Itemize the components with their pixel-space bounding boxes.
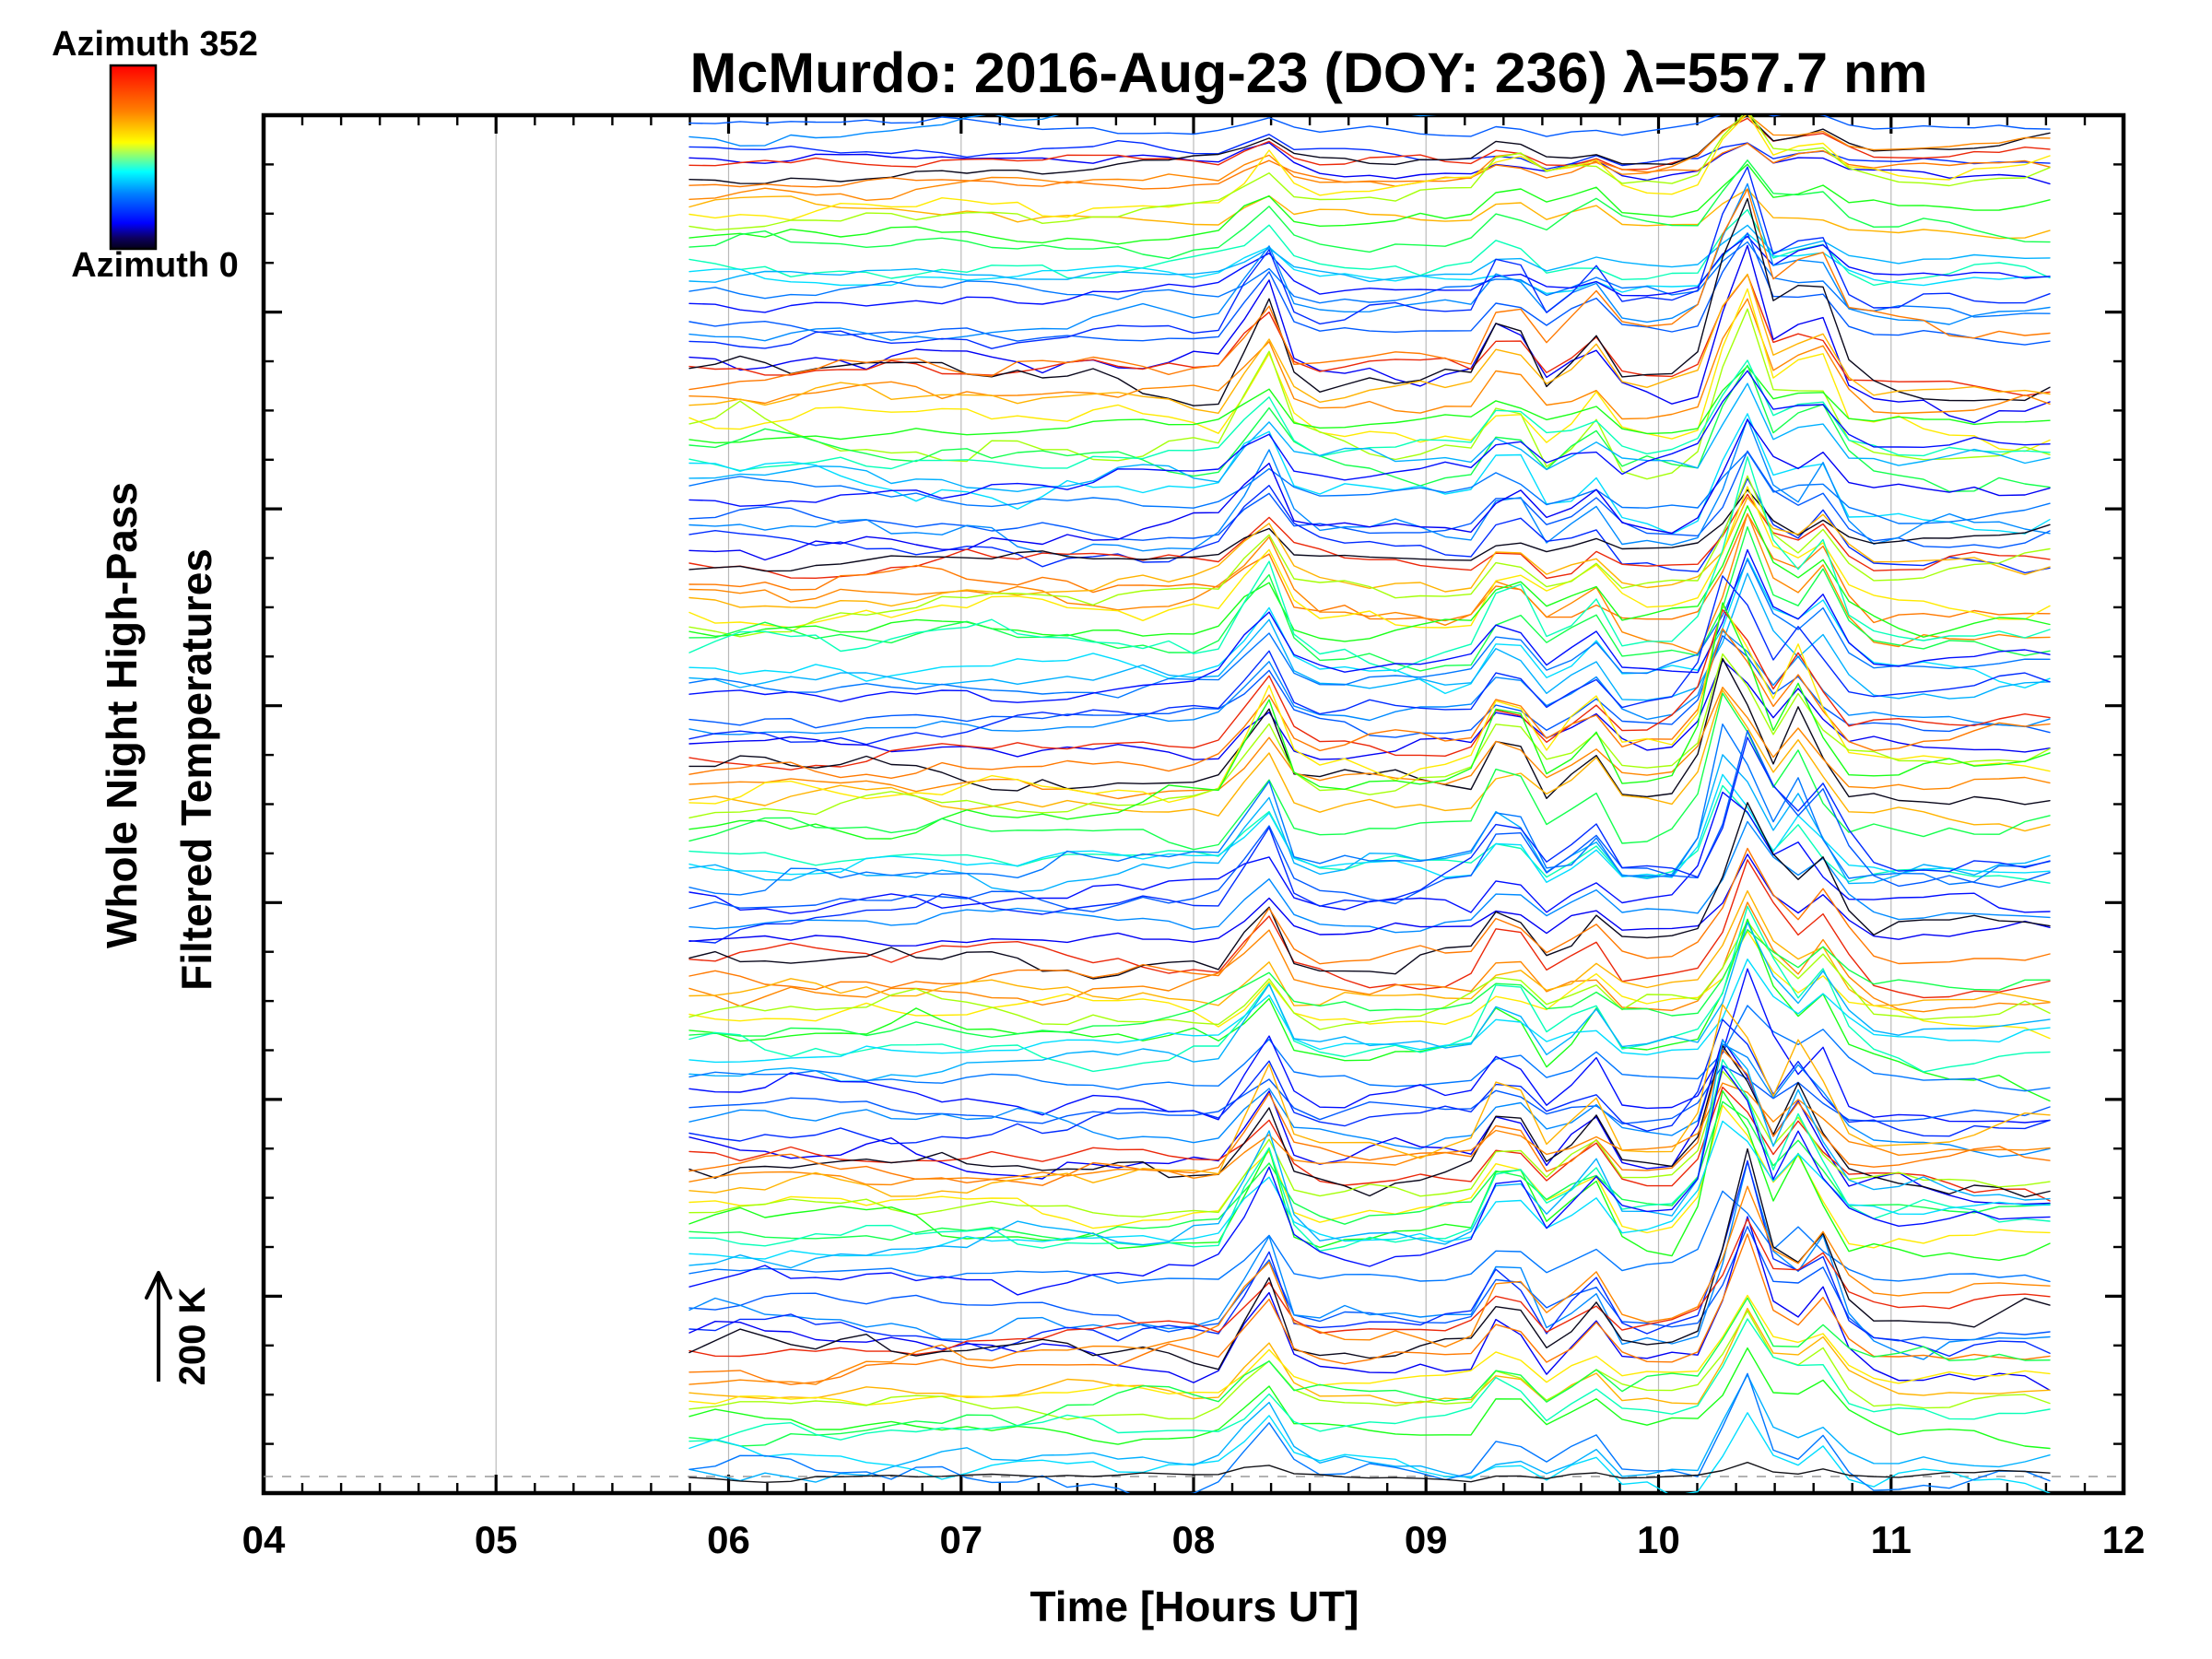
svg-text:Azimuth 352: Azimuth 352 bbox=[52, 25, 258, 64]
svg-text:Azimuth 0: Azimuth 0 bbox=[71, 246, 239, 285]
svg-text:200 K: 200 K bbox=[172, 1288, 213, 1386]
svg-text:07: 07 bbox=[939, 1518, 982, 1561]
svg-text:04: 04 bbox=[242, 1518, 286, 1561]
svg-text:McMurdo: 2016-Aug-23 (DOY: 236: McMurdo: 2016-Aug-23 (DOY: 236) λ=557.7 … bbox=[690, 41, 1928, 104]
svg-text:12: 12 bbox=[2102, 1518, 2146, 1561]
svg-text:08: 08 bbox=[1172, 1518, 1216, 1561]
svg-text:Whole Night High-Pass: Whole Night High-Pass bbox=[98, 482, 146, 948]
svg-text:Filtered Temperatures: Filtered Temperatures bbox=[172, 548, 220, 991]
svg-text:06: 06 bbox=[707, 1518, 750, 1561]
svg-text:05: 05 bbox=[475, 1518, 518, 1561]
svg-text:Time [Hours UT]: Time [Hours UT] bbox=[1030, 1583, 1359, 1630]
svg-text:09: 09 bbox=[1405, 1518, 1448, 1561]
svg-text:10: 10 bbox=[1637, 1518, 1680, 1561]
svg-text:11: 11 bbox=[1871, 1518, 1912, 1561]
